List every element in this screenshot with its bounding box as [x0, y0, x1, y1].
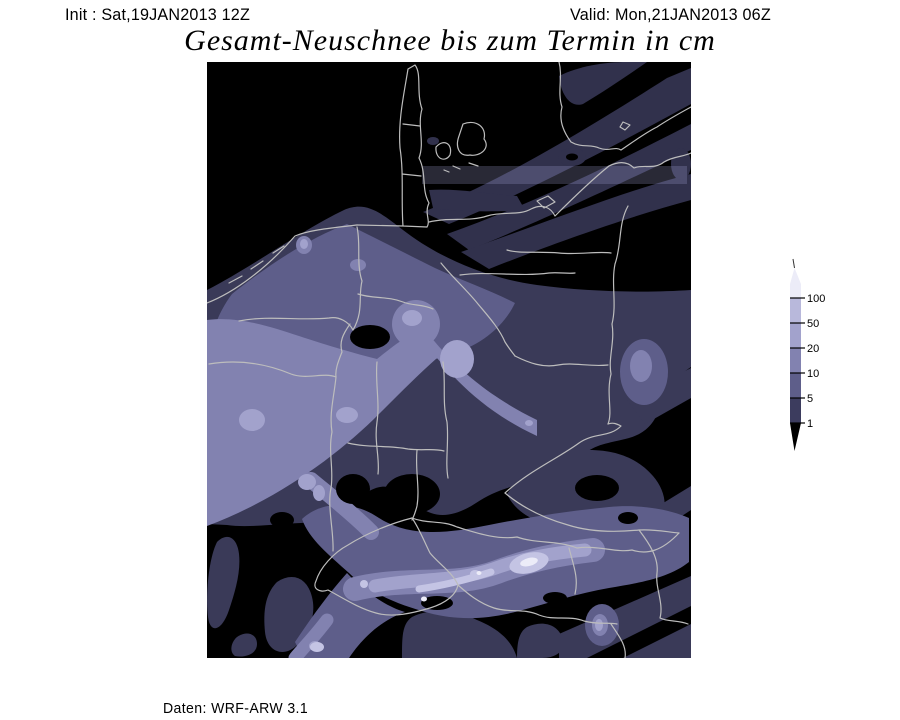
init-time-label: Init : Sat,19JAN2013 12Z — [65, 5, 251, 24]
italy-border — [457, 584, 618, 625]
czech-border-north — [504, 422, 622, 494]
snow-level1-ne-bands — [423, 62, 691, 269]
snow-free-holes — [270, 153, 638, 610]
belgium-france-border — [208, 361, 337, 378]
snow-level4-region — [239, 239, 603, 651]
state-border-b — [459, 272, 576, 276]
france-border — [329, 323, 351, 552]
legend-top-arrow — [790, 268, 801, 284]
legend-seg-10-20 — [790, 348, 801, 373]
slovenia-border — [610, 623, 626, 659]
legend-label-100: 100 — [807, 293, 825, 305]
legend-label-10: 10 — [807, 368, 819, 380]
state-border-i — [357, 293, 434, 310]
legend-label-20: 20 — [807, 343, 819, 355]
state-border-h — [411, 449, 419, 521]
snow-map-panel — [206, 61, 692, 665]
sweden-coast — [558, 61, 692, 151]
color-scale-legend: 100 50 20 10 5 1 — [778, 250, 878, 460]
footer-model-line: Daten: WRF-ARW 3.1 — [163, 701, 309, 717]
switzerland-border — [314, 517, 459, 616]
legend-seg-20-50 — [790, 323, 801, 348]
legend-seg-5-10 — [790, 373, 801, 398]
legend-seg-100plus — [790, 284, 801, 298]
snow-level4-bands — [368, 543, 592, 593]
state-border-g — [347, 442, 445, 452]
danish-islets — [443, 162, 479, 173]
snow-map — [206, 61, 692, 665]
state-border-e — [375, 361, 380, 475]
snow-level6-region — [421, 557, 538, 602]
belgium-netherlands-border — [238, 317, 354, 331]
legend-ticks — [790, 297, 805, 424]
netherlands-border — [352, 226, 363, 331]
footer-credits: Daten: WRF-ARW 3.1 (C) Wetterzentrale ww… — [163, 664, 313, 720]
hungary-border — [638, 529, 689, 625]
fyn-island — [435, 142, 452, 160]
legend-bottom-arrow — [790, 423, 801, 451]
country-borders — [206, 61, 692, 659]
baltic-coast — [428, 152, 692, 223]
legend-svg: 100 50 20 10 5 1 — [790, 258, 825, 451]
legend-label-5: 5 — [807, 393, 813, 405]
state-border-d — [514, 355, 609, 367]
north-sea-coast — [206, 224, 358, 304]
legend-label-50: 50 — [807, 318, 819, 330]
poland-border — [607, 205, 629, 425]
legend-seg-50-100 — [790, 298, 801, 323]
state-border-a — [440, 262, 516, 357]
legend-pointer-line — [792, 258, 795, 269]
valid-time-label: Valid: Mon,21JAN2013 06Z — [570, 5, 771, 24]
snow-level5-bands — [415, 568, 495, 593]
bornholm-island — [619, 121, 631, 131]
jutland-coast — [356, 64, 430, 228]
denmark-internal-borders — [401, 123, 422, 177]
austria-border — [411, 517, 680, 595]
state-border-c — [506, 249, 612, 255]
baltic-veil-band — [422, 166, 687, 184]
wadden-islands — [228, 245, 285, 284]
legend-label-1: 1 — [807, 418, 813, 430]
zealand-island — [456, 121, 487, 156]
czech-border-south — [504, 492, 680, 534]
state-border-f — [442, 361, 449, 479]
page-title: Gesamt-Neuschnee bis zum Termin in cm — [184, 24, 716, 57]
ruegen-island — [536, 195, 556, 209]
legend-seg-1-5 — [790, 398, 801, 423]
